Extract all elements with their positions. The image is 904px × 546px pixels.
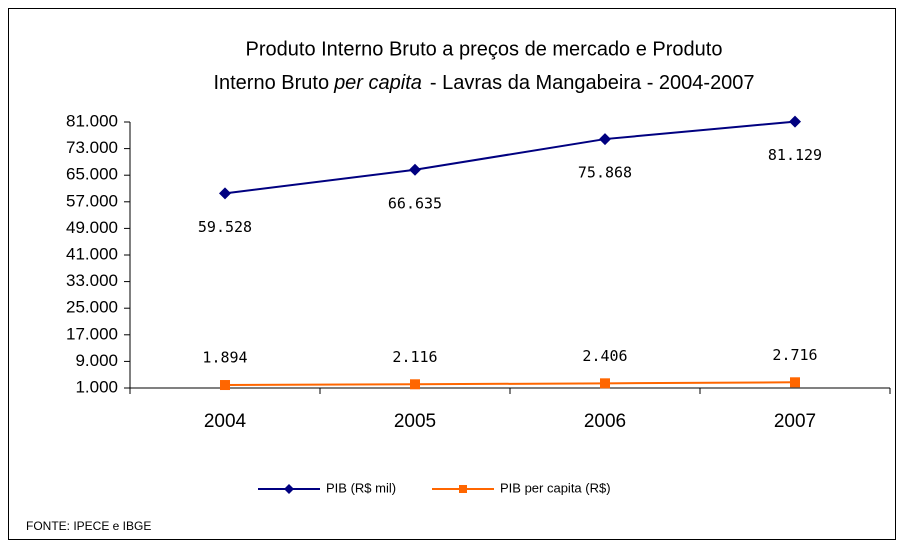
chart-border <box>8 8 896 540</box>
point <box>599 133 611 146</box>
x-tick-label: 2007 <box>774 411 816 432</box>
y-tick-label: 17.000 <box>66 324 118 343</box>
y-tick-label: 33.000 <box>66 271 118 290</box>
series-line <box>224 381 796 387</box>
title-part: per capita <box>333 72 422 94</box>
legend-marker <box>459 485 467 493</box>
point <box>410 379 420 390</box>
x-tick-label: 2005 <box>394 411 436 432</box>
point <box>789 115 801 128</box>
source: FONTE: IPECE e IBGE <box>26 519 151 533</box>
y-tick-label: 9.000 <box>75 351 118 370</box>
point <box>220 380 230 391</box>
value-label: 2.116 <box>392 348 437 366</box>
title-part: Interno Bruto <box>213 72 329 94</box>
y-tick-label: 41.000 <box>66 244 118 263</box>
point <box>409 163 421 176</box>
title-part: - Lavras da Mangabeira - 2004-2007 <box>430 72 755 94</box>
chart-title: Interno Bruto per capita - Lavras da Manga… <box>213 72 754 94</box>
value-label: 75.868 <box>578 164 632 182</box>
value-label: 1.894 <box>202 349 247 367</box>
point <box>790 377 800 388</box>
y-tick-label: 49.000 <box>66 218 118 237</box>
point <box>600 378 610 389</box>
legend-label: PIB (R$ mil) <box>326 480 396 495</box>
y-tick-label: 25.000 <box>66 298 118 317</box>
value-label: 59.528 <box>198 218 252 236</box>
value-label: 66.635 <box>388 194 442 212</box>
legend-marker <box>284 484 294 494</box>
y-tick-label: 65.000 <box>66 165 118 184</box>
y-tick-label: 57.000 <box>66 191 118 210</box>
value-label: 2.716 <box>772 346 817 364</box>
value-label: 2.406 <box>582 347 627 365</box>
y-tick-label: 1.000 <box>75 377 118 396</box>
x-tick-label: 2004 <box>204 411 247 432</box>
x-tick-label: 2006 <box>584 411 626 432</box>
y-tick-label: 73.000 <box>66 138 118 157</box>
legend-label: PIB per capita (R$) <box>500 480 611 495</box>
chart-title: Produto Interno Bruto a preços de mercad… <box>246 38 723 60</box>
series-line <box>224 120 796 195</box>
value-label: 81.129 <box>768 146 822 164</box>
point <box>219 187 231 200</box>
y-tick-label: 81.000 <box>66 111 118 130</box>
